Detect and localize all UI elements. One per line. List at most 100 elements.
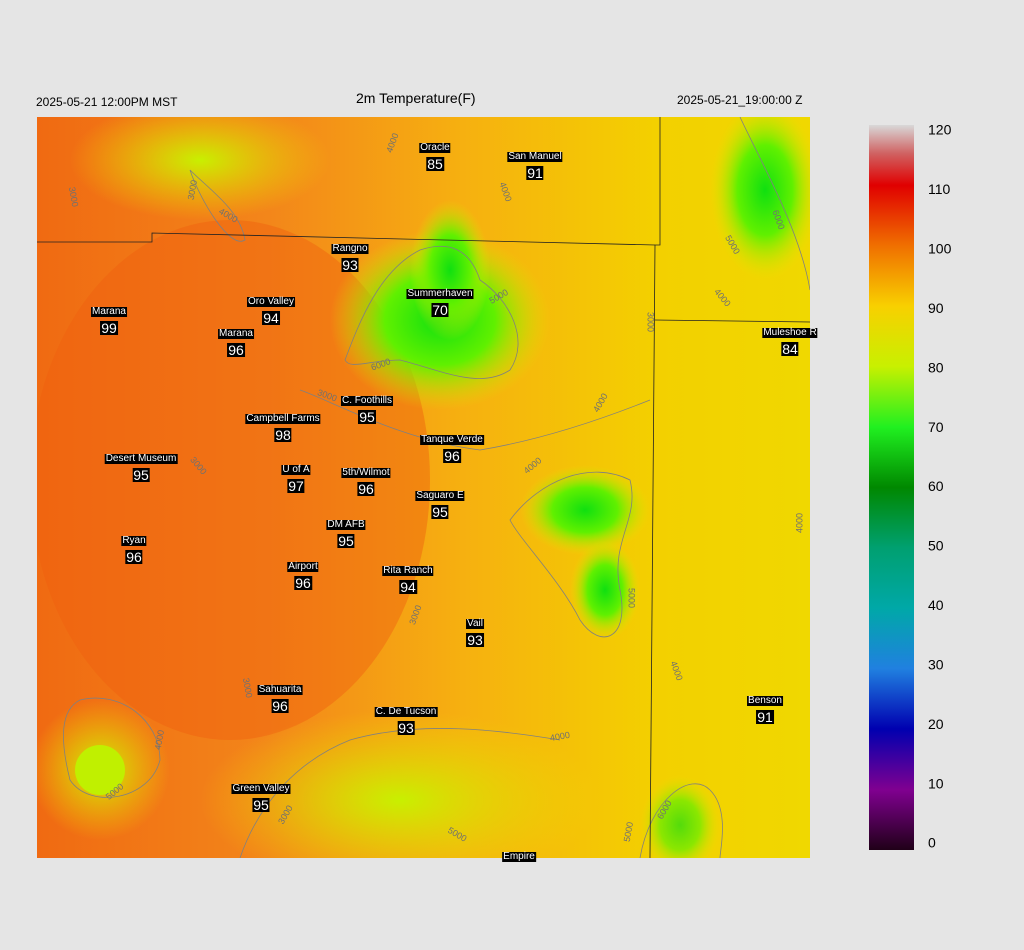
station: Marana 96 [218,324,254,359]
station: Rangno 93 [331,239,369,274]
station-temperature: 91 [526,165,544,181]
station-name: 5th/Wilmot [341,467,391,478]
station-name: Vail [466,618,484,629]
station-name: Saguaro E [415,490,465,501]
station: Tanque Verde 96 [420,430,484,465]
station-name: Oracle [419,142,451,153]
station-name: Oro Valley [247,296,295,307]
station: Green Valley 95 [231,779,291,814]
contour-label: 4000 [153,729,166,750]
contour-label: 3000 [186,179,199,200]
station-temperature: 95 [431,504,449,520]
station-temperature: 96 [357,481,375,497]
station: Rita Ranch 94 [382,561,434,596]
station-temperature: 84 [781,341,799,357]
contour-label: 3000 [241,677,254,698]
station-temperature: 97 [287,478,305,494]
colorbar-tick-label: 30 [928,656,944,672]
station: Saguaro E 95 [415,486,465,521]
station-name: C. Foothills [340,395,394,406]
station-temperature: 99 [100,320,118,336]
contour-label: 3000 [67,186,80,207]
station-temperature: 98 [274,427,292,443]
station-temperature: 95 [358,409,376,425]
station-name: Airport [287,561,319,572]
colorbar-tick-label: 50 [928,538,944,554]
contour-label: 4000 [549,730,570,743]
station: Vail 93 [466,614,484,649]
colorbar-tick-label: 70 [928,419,944,435]
station-temperature: 70 [431,302,449,318]
station-temperature: 96 [443,448,461,464]
station-name: Green Valley [231,783,291,794]
colorbar-tick-label: 60 [928,478,944,494]
colorbar-tick-label: 120 [928,122,952,138]
station: Oracle 85 [419,138,451,173]
contour-label: 5000 [622,821,635,842]
station: Airport 96 [287,557,319,592]
station-temperature: 93 [397,720,415,736]
station-name: C. De Tucson [374,706,438,717]
station: U of A 97 [281,460,311,495]
station-temperature: 94 [399,579,417,595]
station: San Manuel 91 [507,147,563,182]
station-temperature: 95 [132,467,150,483]
station-temperature: 96 [227,342,245,358]
station-name: San Manuel [507,151,563,162]
station: Benson 91 [747,691,783,726]
station-name: Sahuarita [257,684,303,695]
station-name: Marana [91,306,127,317]
station: Campbell Farms 98 [245,409,321,444]
station: Sahuarita 96 [257,680,303,715]
colorbar-tick-label: 0 [928,835,936,851]
colorbar-tick-label: 10 [928,775,944,791]
colorbar-tick-label: 90 [928,300,944,316]
station-name: Benson [747,695,783,706]
colorbar-tick-label: 40 [928,597,944,613]
station-temperature: 96 [294,575,312,591]
station: Desert Museum 95 [104,449,178,484]
station-name: Campbell Farms [245,413,321,424]
station: Summerhaven 70 [406,284,474,319]
station-name: Rita Ranch [382,565,434,576]
station-name: Empire [502,851,536,862]
station: Muleshoe R 84 [762,323,818,358]
station-name: DM AFB [326,519,366,530]
station: Empire [502,847,536,863]
contour-label: 3000 [646,312,656,332]
station-temperature: 85 [426,156,444,172]
station-name: U of A [281,464,311,475]
colorbar [869,125,914,850]
station-name: Summerhaven [406,288,474,299]
colorbar-tick-label: 100 [928,241,952,257]
map-title: 2m Temperature(F) [356,90,476,106]
station-temperature: 95 [252,797,270,813]
temperature-field [37,117,810,858]
station: Oro Valley 94 [247,292,295,327]
station-name: Rangno [331,243,369,254]
station: Ryan 96 [121,531,147,566]
colorbar-tick-label: 80 [928,359,944,375]
station-name: Ryan [121,535,147,546]
station: C. Foothills 95 [340,391,394,426]
station-temperature: 93 [341,257,359,273]
station-temperature: 93 [466,632,484,648]
station: DM AFB 95 [326,515,366,550]
station-temperature: 96 [125,549,143,565]
station-temperature: 94 [262,310,280,326]
valid-time-local: 2025-05-21 12:00PM MST [36,95,178,109]
station-name: Tanque Verde [420,434,484,445]
station-name: Marana [218,328,254,339]
station-temperature: 91 [756,709,774,725]
station-name: Muleshoe R [762,327,818,338]
station-name: Desert Museum [104,453,178,464]
colorbar-tick-label: 20 [928,716,944,732]
station: C. De Tucson 93 [374,702,438,737]
station: Marana 99 [91,302,127,337]
station-temperature: 95 [337,533,355,549]
valid-time-utc: 2025-05-21_19:00:00 Z [677,93,803,107]
station-temperature: 96 [271,698,289,714]
contour-label: 4000 [794,513,804,533]
